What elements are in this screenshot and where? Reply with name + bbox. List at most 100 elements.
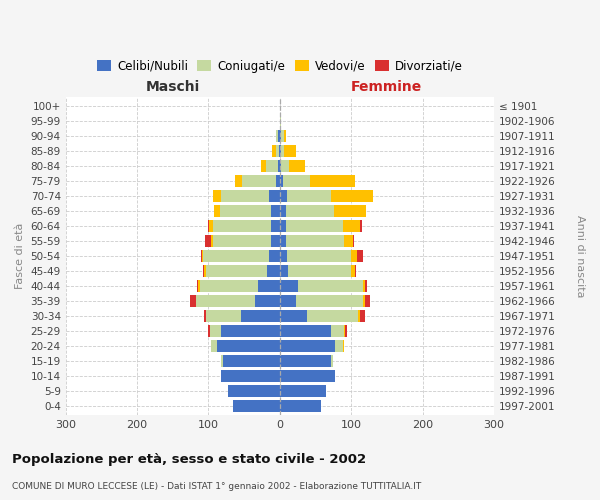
Bar (275, 130, 276, 142)
Bar (276, 130, 278, 142)
Bar (221, 370, 280, 382)
Bar (213, 235, 271, 247)
Bar (360, 310, 365, 322)
Bar (284, 144, 296, 157)
Bar (286, 220, 343, 232)
Bar (211, 340, 217, 352)
Bar (220, 205, 271, 217)
Bar (280, 205, 286, 217)
Bar (281, 160, 289, 172)
Bar (307, 310, 358, 322)
Bar (353, 235, 354, 247)
Bar (365, 295, 370, 307)
Bar (280, 144, 281, 157)
Bar (335, 340, 343, 352)
Bar (204, 310, 206, 322)
Bar (364, 295, 365, 307)
Bar (278, 130, 280, 142)
Bar (205, 235, 211, 247)
Bar (202, 250, 203, 262)
Bar (280, 370, 335, 382)
Bar (269, 250, 280, 262)
Bar (242, 175, 276, 187)
Bar (206, 310, 241, 322)
Bar (286, 235, 344, 247)
Bar (259, 280, 280, 292)
Bar (208, 325, 210, 337)
Bar (280, 190, 287, 202)
Bar (281, 144, 284, 157)
Bar (283, 175, 310, 187)
Bar (280, 114, 281, 127)
Legend: Celibi/Nubili, Coniugati/e, Vedovi/e, Divorziati/e: Celibi/Nubili, Coniugati/e, Vedovi/e, Di… (92, 55, 467, 78)
Bar (296, 295, 364, 307)
Bar (280, 175, 283, 187)
Bar (210, 325, 221, 337)
Bar (271, 205, 280, 217)
Bar (284, 130, 286, 142)
Bar (203, 265, 204, 277)
Bar (235, 175, 242, 187)
Bar (280, 280, 298, 292)
Bar (271, 235, 280, 247)
Bar (358, 310, 360, 322)
Bar (310, 175, 355, 187)
Bar (213, 220, 271, 232)
Bar (221, 325, 280, 337)
Bar (280, 400, 321, 412)
Bar (280, 295, 296, 307)
Bar (197, 280, 199, 292)
Bar (272, 144, 275, 157)
Bar (200, 250, 202, 262)
Bar (355, 265, 356, 277)
Bar (255, 295, 280, 307)
Bar (233, 400, 280, 412)
Bar (276, 175, 280, 187)
Bar (221, 190, 269, 202)
Bar (208, 220, 209, 232)
Bar (298, 280, 364, 292)
Bar (209, 220, 213, 232)
Bar (280, 340, 335, 352)
Bar (196, 295, 255, 307)
Bar (204, 265, 206, 277)
Bar (261, 160, 266, 172)
Bar (281, 130, 284, 142)
Bar (286, 205, 334, 217)
Y-axis label: Anni di nascita: Anni di nascita (575, 214, 585, 297)
Bar (364, 280, 365, 292)
Bar (199, 280, 200, 292)
Bar (221, 355, 223, 367)
Bar (269, 190, 280, 202)
Bar (206, 265, 267, 277)
Bar (287, 250, 351, 262)
Bar (280, 385, 326, 398)
Bar (278, 160, 280, 172)
Bar (351, 250, 357, 262)
Bar (343, 340, 344, 352)
Bar (280, 310, 307, 322)
Bar (217, 340, 280, 352)
Bar (214, 190, 221, 202)
Bar (365, 280, 367, 292)
Bar (271, 220, 280, 232)
Text: Femmine: Femmine (351, 80, 422, 94)
Bar (280, 220, 286, 232)
Bar (280, 235, 286, 247)
Text: COMUNE DI MURO LECCESE (LE) - Dati ISTAT 1° gennaio 2002 - Elaborazione TUTTITAL: COMUNE DI MURO LECCESE (LE) - Dati ISTAT… (12, 482, 421, 491)
Bar (289, 265, 351, 277)
Text: Popolazione per età, sesso e stato civile - 2002: Popolazione per età, sesso e stato civil… (12, 452, 366, 466)
Bar (200, 280, 259, 292)
Bar (275, 144, 279, 157)
Bar (267, 265, 280, 277)
Bar (229, 385, 280, 398)
Bar (279, 144, 280, 157)
Bar (334, 205, 366, 217)
Bar (361, 220, 362, 232)
Bar (266, 160, 278, 172)
Bar (346, 325, 347, 337)
Bar (190, 295, 196, 307)
Bar (214, 205, 220, 217)
Bar (351, 265, 355, 277)
Y-axis label: Fasce di età: Fasce di età (15, 223, 25, 289)
